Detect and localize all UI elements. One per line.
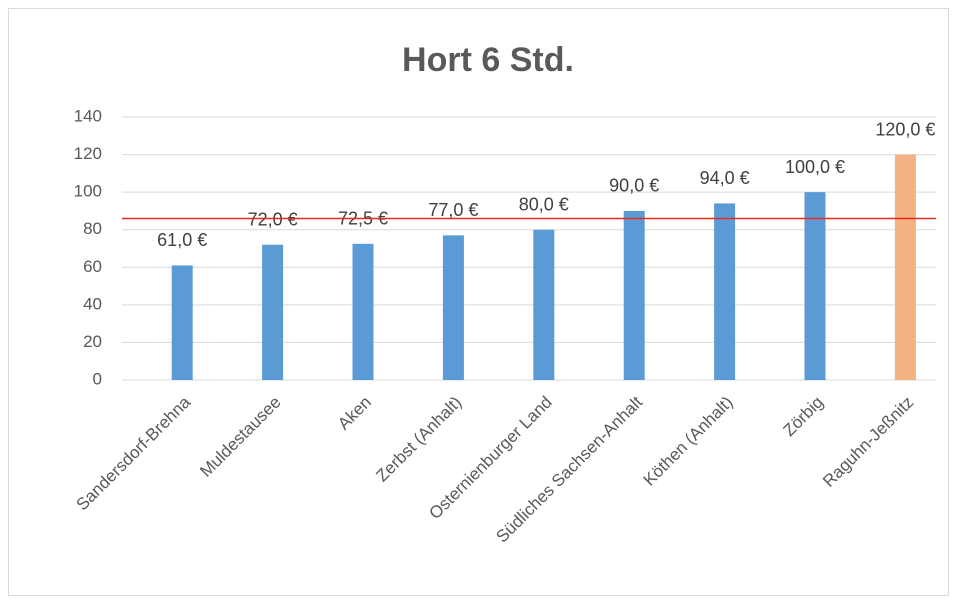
y-tick-label: 0 (93, 369, 102, 388)
data-label: 94,0 € (700, 168, 750, 188)
bar (894, 154, 916, 380)
y-tick-label: 80 (83, 219, 102, 238)
bar (533, 229, 555, 380)
data-label: 120,0 € (875, 119, 935, 139)
chart-border (8, 8, 949, 596)
y-tick-label: 60 (83, 257, 102, 276)
data-label: 90,0 € (609, 176, 659, 196)
chart-title: Hort 6 Std. (402, 41, 574, 79)
y-tick-label: 20 (83, 332, 102, 351)
data-label: 100,0 € (785, 157, 845, 177)
data-label: 61,0 € (157, 230, 207, 250)
data-label: 80,0 € (519, 194, 569, 214)
data-label: 77,0 € (428, 200, 478, 220)
bar (352, 243, 374, 380)
data-label: 72,0 € (248, 209, 298, 229)
y-tick-label: 120 (74, 144, 102, 163)
bar (262, 244, 284, 380)
bar (171, 265, 193, 380)
bar (442, 235, 464, 380)
bar (714, 203, 736, 380)
y-tick-label: 140 (74, 106, 102, 125)
bar (623, 210, 645, 380)
y-tick-label: 40 (83, 294, 102, 313)
y-tick-label: 100 (74, 182, 102, 201)
bar (804, 192, 826, 380)
